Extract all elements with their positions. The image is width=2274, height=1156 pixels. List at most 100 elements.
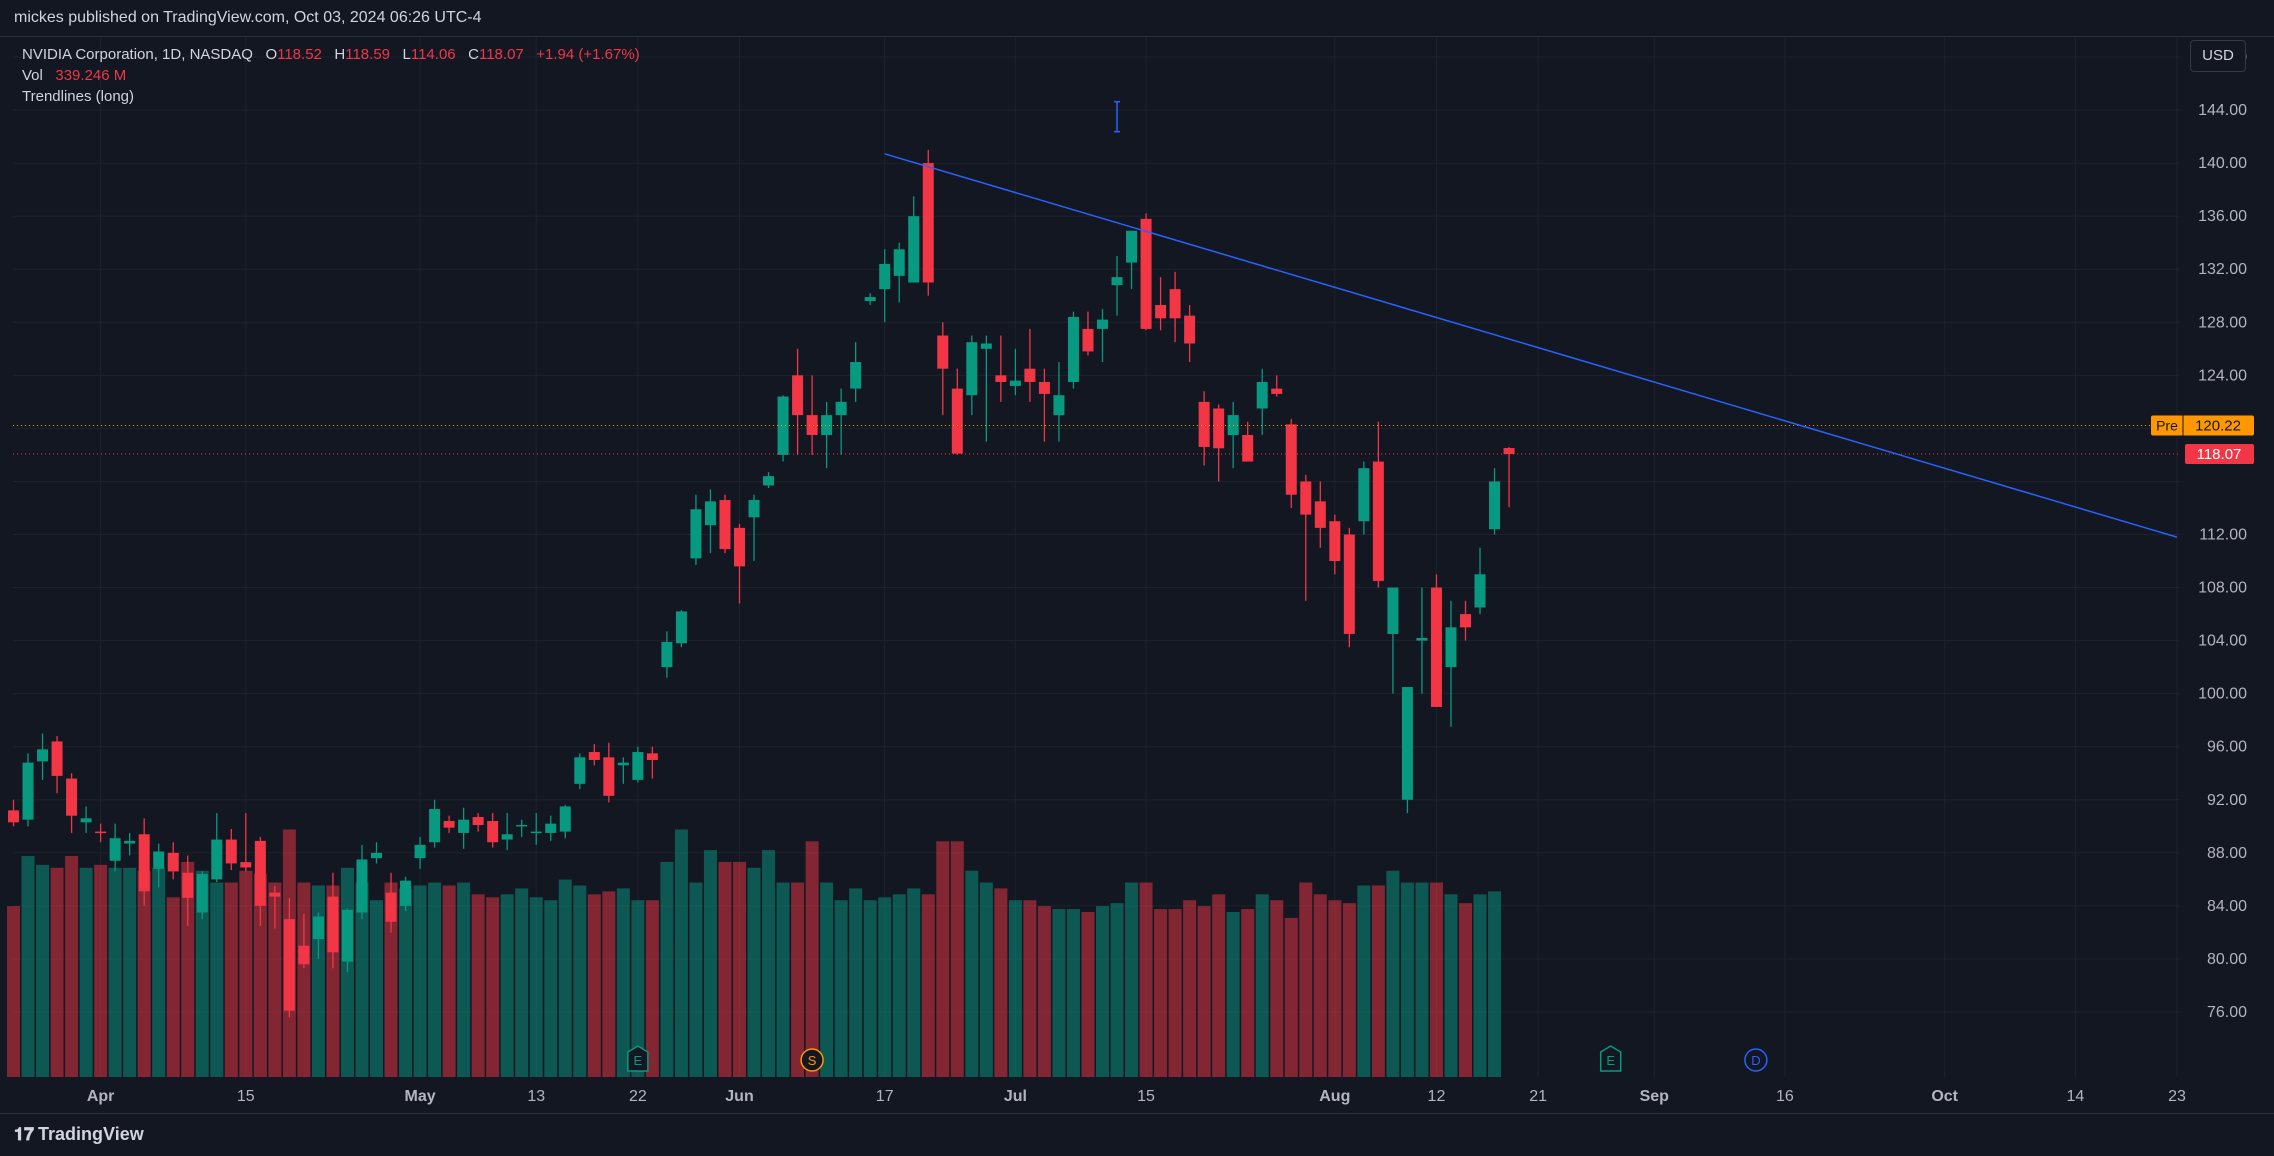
x-tick-label: Sep xyxy=(1640,1088,1670,1105)
candle xyxy=(1271,375,1283,397)
event-label: S xyxy=(808,1053,817,1068)
candle-body xyxy=(385,892,397,922)
candle-body xyxy=(1430,587,1442,707)
candle-body xyxy=(937,335,949,369)
volume-bar xyxy=(268,882,282,1077)
volume-bar xyxy=(529,897,543,1077)
volume-bar xyxy=(602,891,616,1077)
candle xyxy=(1387,587,1399,694)
y-tick-label: 96.00 xyxy=(2207,739,2247,756)
symbol-title[interactable]: NVIDIA Corporation, 1D, NASDAQ xyxy=(22,46,253,63)
high-label: H xyxy=(334,46,346,63)
volume-bar xyxy=(573,885,587,1077)
candle xyxy=(1460,600,1471,641)
volume-bar xyxy=(152,867,166,1077)
candle-body xyxy=(66,778,78,816)
candle xyxy=(182,855,194,926)
candle-body xyxy=(893,249,905,276)
event-label: E xyxy=(1606,1053,1615,1068)
candle xyxy=(283,897,295,1018)
candle-body xyxy=(763,476,775,486)
volume-bar xyxy=(1212,894,1226,1077)
volume-bar xyxy=(965,870,979,1077)
candle-body xyxy=(51,741,63,776)
candle xyxy=(1198,391,1210,466)
candle xyxy=(109,823,121,872)
volume-bar xyxy=(428,882,442,1077)
y-tick-label: 140.00 xyxy=(2198,155,2247,172)
candle-body xyxy=(153,851,165,869)
publish-info: mickes published on TradingView.com, Oct… xyxy=(14,9,482,26)
x-tick-label: Apr xyxy=(87,1088,115,1105)
low-label: L xyxy=(402,46,411,63)
candle xyxy=(632,746,644,783)
candle xyxy=(1329,514,1341,575)
candle-body xyxy=(1343,534,1355,634)
candle-body xyxy=(109,838,121,861)
candle-body xyxy=(530,831,542,834)
volume-bar xyxy=(892,894,906,1077)
volume-bar xyxy=(166,897,180,1077)
candle-body xyxy=(22,762,34,820)
candle-body xyxy=(1067,316,1079,382)
candle xyxy=(1067,311,1079,389)
candle-body xyxy=(443,821,455,828)
candle-body xyxy=(835,401,847,416)
currency-button[interactable]: USD xyxy=(2190,40,2246,72)
candle-body xyxy=(734,527,745,567)
volume-bar xyxy=(224,882,238,1077)
volume-bar xyxy=(616,888,630,1077)
volume-bar xyxy=(486,897,500,1077)
x-tick-label: 14 xyxy=(2066,1088,2084,1105)
volume-bar xyxy=(1241,909,1255,1077)
volume-bar xyxy=(1052,909,1066,1077)
open-label: O xyxy=(265,46,278,63)
event-marker: E xyxy=(627,1045,649,1072)
candle-body xyxy=(341,909,353,962)
candle-body xyxy=(182,872,194,898)
last-price-tag: 118.07 xyxy=(2185,443,2254,464)
candle xyxy=(458,807,470,849)
candle-body xyxy=(690,509,702,559)
candle-body xyxy=(414,844,426,859)
candle-body xyxy=(1155,305,1167,319)
y-tick-label: 136.00 xyxy=(2198,208,2247,225)
low-value: 114.06 xyxy=(410,46,456,63)
candle xyxy=(980,335,992,442)
candle-body xyxy=(1111,277,1123,286)
indicator-label[interactable]: Trendlines (long) xyxy=(22,88,134,105)
candle-body xyxy=(574,757,586,784)
candle-body xyxy=(400,880,412,906)
candle xyxy=(124,832,136,856)
candle xyxy=(821,401,833,469)
x-tick-label: Aug xyxy=(1319,1088,1350,1105)
volume-label[interactable]: Vol xyxy=(22,67,43,84)
candle xyxy=(1474,547,1486,615)
candle-body xyxy=(356,859,368,913)
candle-body xyxy=(1198,401,1210,447)
volume-bar xyxy=(108,867,122,1077)
candle xyxy=(1314,481,1326,548)
candle xyxy=(356,844,368,920)
candle-body xyxy=(1009,380,1021,386)
volume-bar xyxy=(210,882,224,1077)
candle-body xyxy=(719,500,731,550)
candle xyxy=(966,335,978,416)
indicator-legend: Trendlines (long) xyxy=(22,88,134,105)
volume-bar xyxy=(1096,906,1109,1077)
volume-bar xyxy=(1371,885,1385,1077)
volume-bar xyxy=(733,861,746,1077)
volume-bar xyxy=(1037,906,1051,1077)
candle xyxy=(806,375,818,455)
candle xyxy=(908,196,920,283)
candle-body xyxy=(864,297,876,302)
candle xyxy=(690,494,702,566)
candle xyxy=(1053,362,1065,442)
candle-body xyxy=(850,362,862,389)
candle-body xyxy=(879,263,891,290)
candle-body xyxy=(1053,395,1065,416)
tradingview-logo[interactable]: 𝟏𝟕 TradingView xyxy=(14,1124,144,1145)
candle-body xyxy=(1271,388,1283,394)
pre-market-tag-bg xyxy=(2151,415,2254,436)
